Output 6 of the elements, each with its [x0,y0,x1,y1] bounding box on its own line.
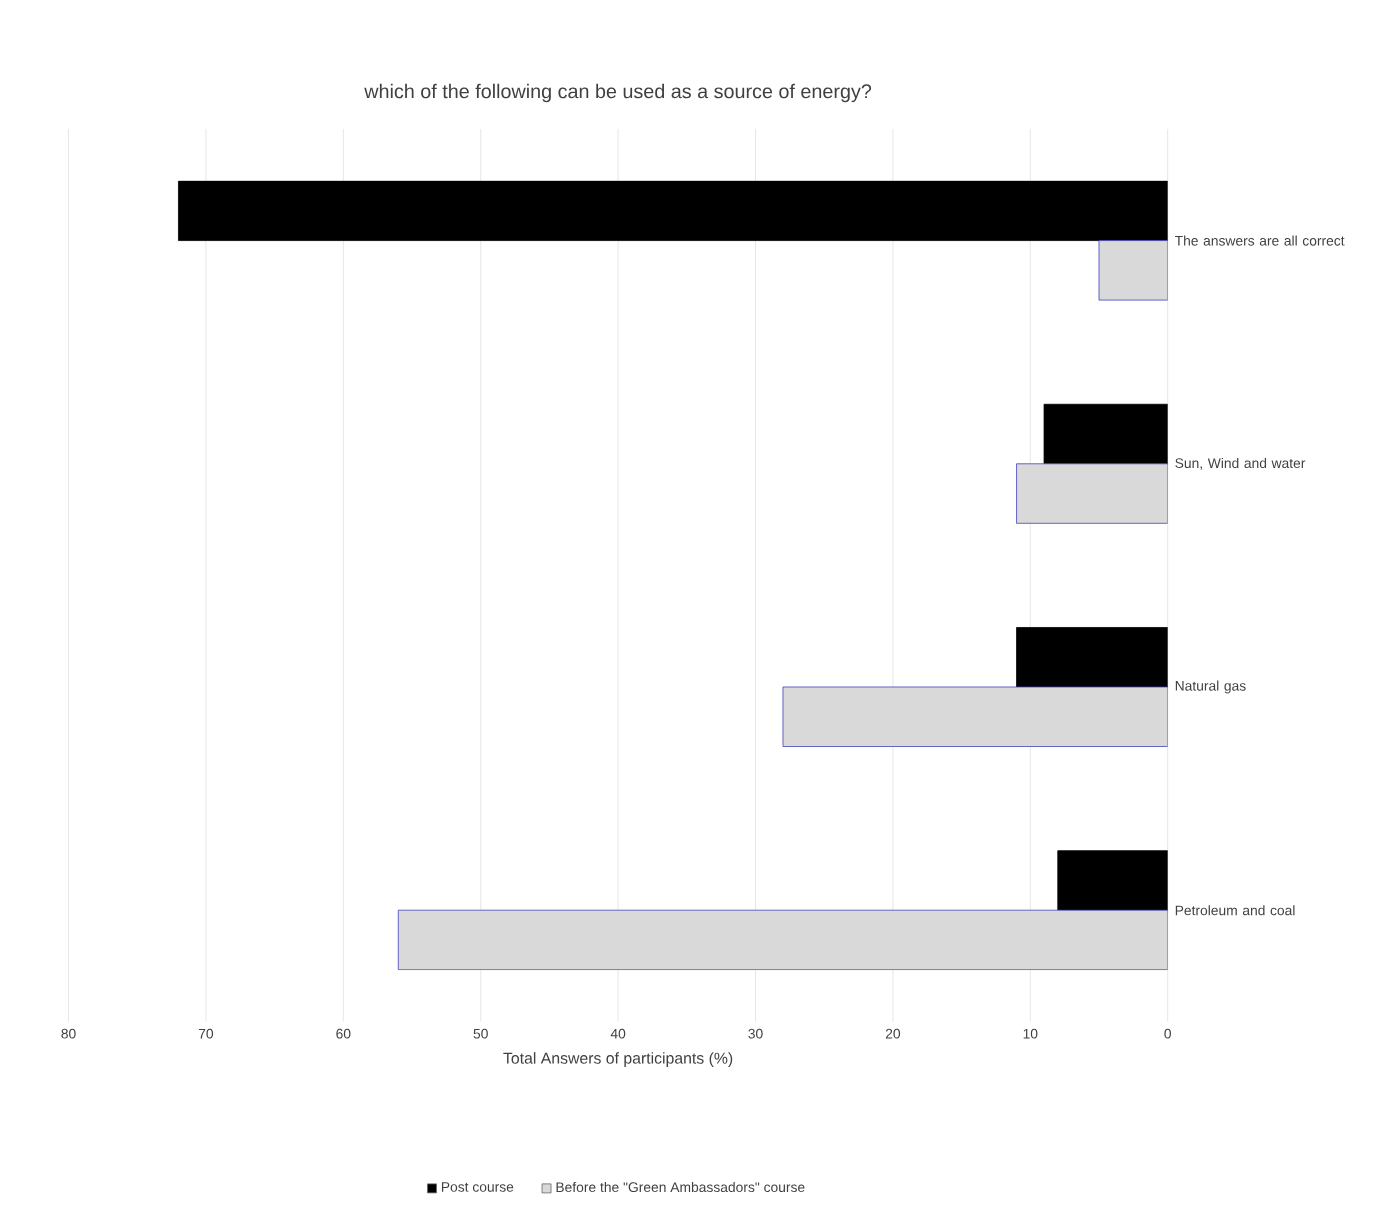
bar [1043,403,1168,465]
bar [1016,627,1168,688]
chart-title: which of the following can be used as a source of energy? [364,83,872,103]
bar [1098,240,1168,301]
bar [1057,850,1168,911]
bar [178,180,1168,241]
